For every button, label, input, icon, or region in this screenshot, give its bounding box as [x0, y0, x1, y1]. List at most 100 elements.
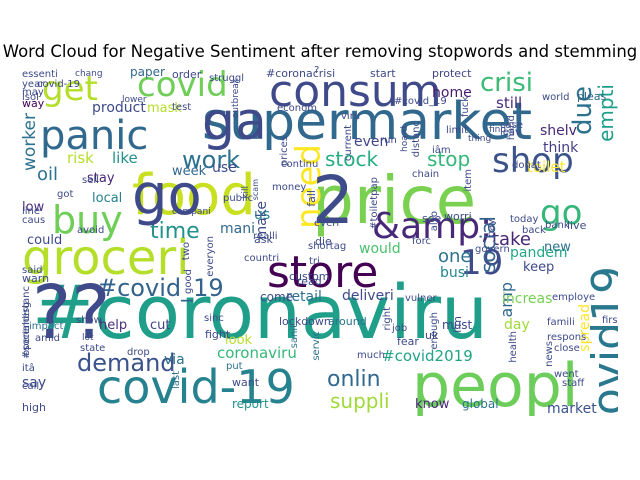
- word-174: caus: [22, 215, 46, 226]
- word-87: way: [22, 97, 45, 110]
- word-81: start: [370, 67, 396, 80]
- word-179: open: [22, 331, 32, 356]
- word-147: continu: [281, 159, 319, 170]
- word-158: #covid_19: [394, 96, 447, 107]
- word-159: hoard: [400, 126, 410, 152]
- word-167: leav: [500, 127, 521, 138]
- word-70: market: [547, 401, 597, 416]
- word-121: forc: [412, 236, 432, 247]
- word-187: fear: [397, 335, 419, 348]
- word-36: help: [99, 318, 128, 333]
- word-125: back: [522, 225, 546, 236]
- word-10: panic: [40, 113, 149, 159]
- word-98: much: [357, 350, 385, 361]
- word-138: read: [297, 275, 322, 288]
- word-16: go: [540, 193, 583, 233]
- word-189: must: [442, 318, 473, 332]
- word-29: onlin: [327, 367, 381, 392]
- word-23: work: [182, 146, 241, 174]
- word-15: shop: [492, 141, 574, 181]
- word-50: think: [543, 140, 579, 156]
- word-180: show: [76, 315, 102, 326]
- word-52: home: [432, 85, 472, 101]
- word-101: state: [80, 343, 106, 354]
- word-60: stay: [87, 171, 115, 186]
- word-181: lot: [82, 333, 94, 343]
- word-116: employe: [552, 292, 596, 303]
- word-96: servic: [311, 331, 322, 361]
- word-72: global: [462, 397, 499, 411]
- word-99: last: [171, 371, 182, 390]
- word-148: money: [272, 182, 307, 193]
- word-78: paper: [130, 66, 165, 79]
- word-9: consum: [269, 66, 442, 117]
- word-13: get: [42, 69, 98, 109]
- word-188: vulner: [405, 293, 437, 304]
- word-84: chang: [75, 69, 103, 79]
- word-59: like: [112, 149, 138, 167]
- word-54: mask: [147, 101, 182, 116]
- word-136: custom: [289, 270, 330, 283]
- word-34: say: [22, 375, 47, 391]
- word-80: #coronacrisi: [266, 67, 336, 80]
- word-1: #coronaviru: [32, 270, 488, 356]
- word-169: chain: [412, 169, 440, 180]
- word-185: covid-19: [37, 79, 80, 90]
- word-123: bank: [545, 220, 570, 231]
- word-110: went: [554, 369, 579, 380]
- word-137: die: [315, 235, 332, 248]
- word-122: govern: [475, 244, 510, 255]
- word-161: limit: [446, 125, 468, 136]
- word-44: would: [359, 241, 401, 257]
- word-155: viru: [341, 111, 361, 122]
- word-126: today: [510, 214, 539, 225]
- word-69: look: [225, 333, 253, 348]
- word-48: toilet: [527, 158, 566, 176]
- word-2: price: [312, 162, 477, 239]
- word-47: new: [544, 240, 571, 255]
- word-152: struggl: [209, 73, 245, 84]
- word-131: #toiletpap: [369, 177, 380, 230]
- word-64: low: [22, 200, 45, 215]
- word-21: demand: [77, 349, 176, 377]
- word-89: world: [542, 92, 570, 103]
- word-68: come: [260, 290, 294, 304]
- word-186: uk: [425, 329, 439, 342]
- word-124: live: [567, 219, 587, 232]
- word-103: call: [22, 381, 40, 392]
- word-37: cut: [150, 318, 171, 333]
- word-40: busi: [440, 265, 469, 281]
- word-8: peopl: [412, 351, 579, 416]
- word-130: also: [429, 211, 440, 232]
- word-106: amid: [35, 333, 60, 344]
- word-4: supermarket: [202, 92, 533, 152]
- word-191: ?: [314, 66, 320, 76]
- word-193: 2: [312, 162, 354, 239]
- word-154: econom: [277, 103, 317, 114]
- word-46: keep: [523, 260, 555, 275]
- word-171: got: [57, 189, 74, 200]
- word-190: donat: [512, 160, 541, 171]
- word-164: thing: [468, 134, 492, 144]
- word-111: famili: [547, 317, 575, 328]
- word-91: lockdown: [279, 315, 331, 328]
- word-100: drop: [127, 347, 150, 358]
- word-132: everi: [314, 218, 340, 229]
- word-53: even: [354, 134, 389, 150]
- word-177: warn: [22, 272, 50, 285]
- word-63: use: [212, 160, 237, 176]
- word-119: job: [392, 323, 408, 334]
- word-56: worker: [22, 113, 40, 171]
- word-26: crisi: [480, 68, 533, 98]
- word-30: suppli: [330, 389, 390, 413]
- word-7: covid-19: [97, 360, 295, 414]
- word-165: case: [500, 120, 523, 131]
- word-90: fight: [205, 328, 231, 341]
- word-11: buy: [52, 198, 123, 242]
- word-45: take: [492, 229, 531, 250]
- word-92: sinc: [204, 313, 224, 324]
- word-85: year: [22, 79, 45, 90]
- word-114: news: [544, 341, 555, 367]
- word-32: #covid2019: [382, 347, 473, 365]
- word-144: two: [181, 242, 192, 261]
